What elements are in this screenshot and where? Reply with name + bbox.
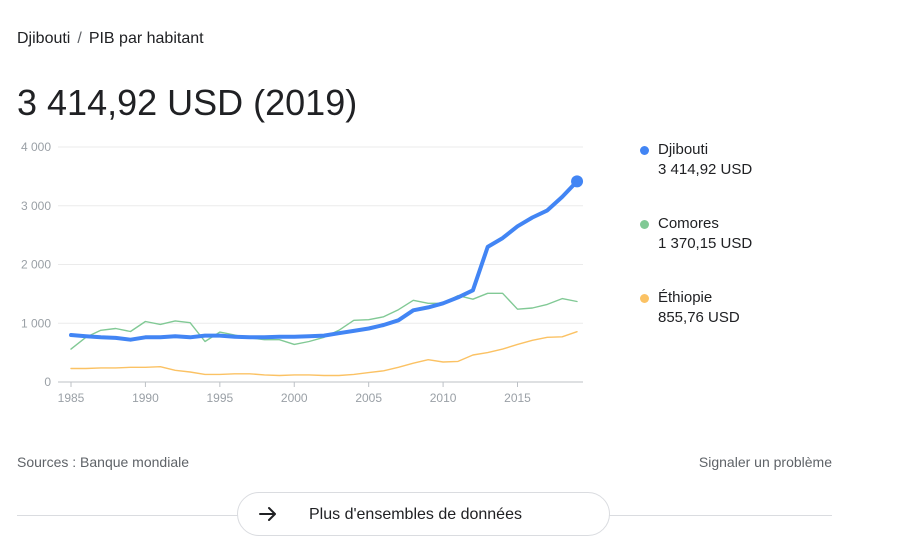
x-tick-label: 1995	[206, 391, 233, 405]
legend-dot-ethiopie	[640, 294, 649, 303]
x-tick-label: 1990	[132, 391, 159, 405]
legend-name: Djibouti	[658, 141, 709, 158]
legend-item-djibouti[interactable]: Djibouti 3 414,92 USD	[640, 141, 752, 180]
legend-item-comores[interactable]: Comores 1 370,15 USD	[640, 215, 752, 254]
y-tick-label: 3 000	[21, 199, 51, 213]
legend-value: 3 414,92 USD	[658, 161, 753, 178]
series-line-éthiopie	[70, 330, 578, 377]
legend-dot-comores	[640, 220, 649, 229]
x-tick-label: 2000	[281, 391, 308, 405]
series-line-comores	[70, 292, 578, 350]
y-tick-label: 4 000	[21, 140, 51, 154]
report-problem-link[interactable]: Signaler un problème	[698, 454, 832, 470]
sources-text: Sources : Banque mondiale	[17, 454, 189, 470]
legend-value: 855,76 USD	[658, 309, 740, 326]
line-chart: 0 1 000 2 000 3 000 4 000 1985 1990 1995 2000 200…	[21, 140, 584, 405]
chart-legend: Djibouti 3 414,92 USD Comores 1 370,15 U…	[640, 141, 752, 363]
legend-value: 1 370,15 USD	[658, 235, 753, 252]
breadcrumb-indicator: PIB par habitant	[88, 30, 204, 47]
breadcrumb: Djibouti / PIB par habitant	[17, 30, 204, 48]
x-tick-label: 2010	[430, 391, 457, 405]
x-tick-label: 1985	[58, 391, 85, 405]
x-tick-label: 2015	[504, 391, 531, 405]
legend-name: Éthiopie	[658, 289, 713, 306]
series-line-djibouti	[69, 179, 579, 342]
more-datasets-label: Plus d'ensembles de données	[309, 506, 522, 523]
y-tick-label: 1 000	[21, 316, 51, 330]
breadcrumb-separator: /	[77, 30, 82, 47]
y-tick-label: 2 000	[21, 258, 51, 272]
headline-value: 3 414,92 USD (2019)	[17, 82, 358, 123]
legend-name: Comores	[658, 215, 719, 232]
series-endpoint-djibouti	[571, 175, 584, 188]
x-tick-label: 2005	[355, 391, 382, 405]
arrow-right-icon	[259, 507, 276, 521]
legend-item-ethiopie[interactable]: Éthiopie 855,76 USD	[640, 289, 752, 328]
y-tick-label: 0	[44, 375, 51, 389]
legend-dot-djibouti	[640, 146, 649, 155]
breadcrumb-country[interactable]: Djibouti	[17, 30, 71, 47]
more-datasets-button[interactable]: Plus d'ensembles de données	[237, 492, 610, 536]
